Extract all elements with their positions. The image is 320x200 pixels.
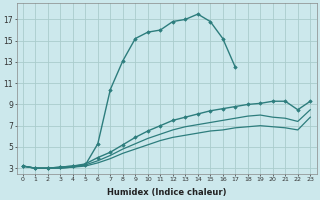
X-axis label: Humidex (Indice chaleur): Humidex (Indice chaleur) [107, 188, 226, 197]
